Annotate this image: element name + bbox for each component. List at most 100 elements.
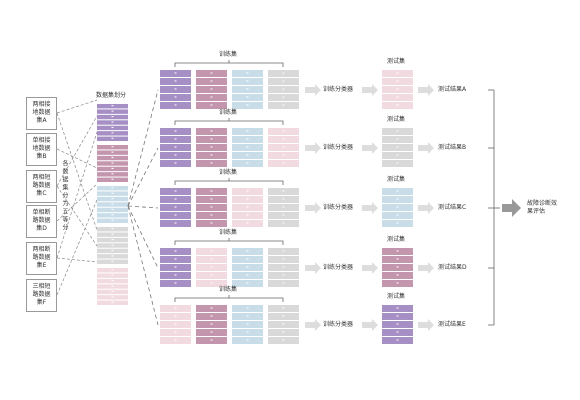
stripe-dot bbox=[246, 104, 249, 106]
dataset-box: 单相断路数据集D bbox=[26, 205, 57, 238]
arrow bbox=[418, 262, 434, 274]
stripe-dot bbox=[210, 104, 213, 106]
stripe-dot bbox=[174, 307, 177, 309]
stripe-dot bbox=[111, 214, 114, 216]
stripe-dot bbox=[282, 250, 285, 252]
stripe-dot bbox=[174, 104, 177, 106]
test-label: 测试集 bbox=[387, 58, 406, 65]
arrow bbox=[362, 262, 378, 274]
bracket bbox=[174, 118, 284, 125]
stripe-dot bbox=[396, 190, 399, 192]
stripe-dot bbox=[174, 154, 177, 156]
stripe-dot bbox=[111, 178, 114, 180]
stripe-dot bbox=[111, 239, 114, 241]
arrow bbox=[305, 262, 321, 274]
test-label: 测试集 bbox=[387, 236, 406, 243]
split-segment bbox=[97, 145, 128, 150]
stripe-dot bbox=[111, 121, 114, 123]
stripe-dot bbox=[210, 146, 213, 148]
stripe-dot bbox=[246, 162, 249, 164]
stripe-dot bbox=[282, 130, 285, 132]
stripe-dot bbox=[282, 339, 285, 341]
stripe-dot bbox=[210, 206, 213, 208]
stripe-dot bbox=[396, 258, 399, 260]
stripe-dot bbox=[396, 323, 399, 325]
stripe-dot bbox=[396, 146, 399, 148]
stripe-dot bbox=[396, 331, 399, 333]
bracket bbox=[174, 238, 284, 245]
dashed-link bbox=[56, 183, 98, 222]
stripe-dot bbox=[111, 219, 114, 221]
test-label: 测试集 bbox=[387, 176, 406, 183]
stripe-dot bbox=[282, 162, 285, 164]
stripe-dot bbox=[246, 339, 249, 341]
stripe-dot bbox=[210, 282, 213, 284]
stripe-dot bbox=[174, 339, 177, 341]
stripe-dot bbox=[210, 96, 213, 98]
stripe-dot bbox=[246, 146, 249, 148]
stripe-dot bbox=[282, 104, 285, 106]
stripe-dot bbox=[111, 132, 114, 134]
stripe-dot bbox=[246, 222, 249, 224]
stripe-dot bbox=[246, 331, 249, 333]
stripe-dot bbox=[396, 274, 399, 276]
stripe-dot bbox=[111, 198, 114, 200]
stripe-dot bbox=[282, 274, 285, 276]
stripe-dot bbox=[174, 206, 177, 208]
stripe-dot bbox=[174, 274, 177, 276]
arrow bbox=[305, 319, 321, 331]
stripe-dot bbox=[174, 190, 177, 192]
classifier-label: 训练分类器 bbox=[323, 264, 354, 271]
stripe-dot bbox=[246, 96, 249, 98]
stripe-dot bbox=[246, 250, 249, 252]
stripe-dot bbox=[111, 290, 114, 292]
stripe-dot bbox=[111, 228, 114, 230]
stripe-dot bbox=[282, 315, 285, 317]
split-segment bbox=[97, 186, 128, 191]
stripe-dot bbox=[396, 198, 399, 200]
stripe-dot bbox=[246, 274, 249, 276]
stripe-dot bbox=[111, 260, 114, 262]
dataset-box: 两相短路数据集C bbox=[26, 170, 57, 203]
stripe-dot bbox=[174, 250, 177, 252]
stripe-dot bbox=[282, 88, 285, 90]
stripe-dot bbox=[396, 162, 399, 164]
stripe-dot bbox=[111, 296, 114, 298]
train-label: 训练集 bbox=[219, 229, 238, 236]
stripe-dot bbox=[174, 266, 177, 268]
stripe-dot bbox=[174, 222, 177, 224]
stripe-dot bbox=[174, 146, 177, 148]
stripe-dot bbox=[396, 266, 399, 268]
stripe-dot bbox=[246, 266, 249, 268]
stripe-dot bbox=[396, 339, 399, 341]
stripe-dot bbox=[210, 130, 213, 132]
stripe-dot bbox=[111, 233, 114, 235]
stripe-dot bbox=[210, 266, 213, 268]
stripe-dot bbox=[174, 282, 177, 284]
stripe-dot bbox=[111, 137, 114, 139]
stripe-dot bbox=[246, 323, 249, 325]
dashed-link bbox=[56, 257, 98, 263]
stripe-dot bbox=[396, 206, 399, 208]
stripe-dot bbox=[210, 214, 213, 216]
stripe-dot bbox=[174, 214, 177, 216]
stripe-dot bbox=[246, 258, 249, 260]
stripe-dot bbox=[210, 339, 213, 341]
stripe-dot bbox=[246, 206, 249, 208]
stripe-dot bbox=[282, 72, 285, 74]
stripe-dot bbox=[210, 250, 213, 252]
stripe-dot bbox=[111, 249, 114, 251]
stripe-dot bbox=[282, 96, 285, 98]
stripe-dot bbox=[111, 151, 114, 153]
stripe-dot bbox=[282, 138, 285, 140]
stripe-dot bbox=[111, 192, 114, 194]
stripe-dot bbox=[246, 72, 249, 74]
stripe-dot bbox=[174, 198, 177, 200]
stripe-dot bbox=[396, 282, 399, 284]
stripe-dot bbox=[396, 96, 399, 98]
stripe-dot bbox=[396, 222, 399, 224]
arrow bbox=[362, 202, 378, 214]
stripe-dot bbox=[396, 72, 399, 74]
stripe-dot bbox=[111, 301, 114, 303]
